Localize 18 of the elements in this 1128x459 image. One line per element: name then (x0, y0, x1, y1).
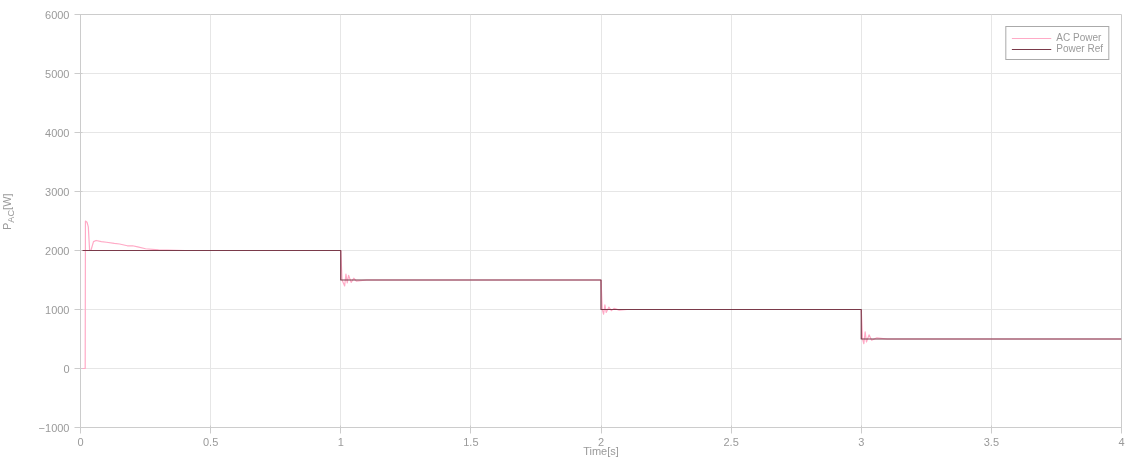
y-tick-label: 1000 (45, 303, 70, 316)
x-tick-label: 0.5 (202, 435, 219, 448)
x-tick-label: 4 (1118, 435, 1125, 448)
x-tick-label: 1.5 (463, 435, 479, 448)
y-tick-label: 6000 (45, 8, 70, 21)
x-tick-label: 0 (77, 435, 84, 448)
x-tick-label: 3.5 (983, 435, 1000, 448)
y-tick-label: 3000 (45, 185, 70, 198)
y-tick-label: 5000 (45, 67, 70, 80)
legend-label: AC Power (1056, 32, 1102, 43)
x-tick-label: 1 (337, 435, 344, 448)
y-tick-label: 2000 (45, 244, 70, 257)
legend-label: Power Ref (1056, 43, 1103, 54)
x-tick-label: 3 (858, 435, 865, 448)
x-tick-label: 2.5 (723, 435, 739, 448)
y-tick-label: 4000 (45, 126, 70, 139)
y-tick-label: −1000 (38, 421, 70, 434)
y-tick-label: 0 (63, 362, 70, 375)
